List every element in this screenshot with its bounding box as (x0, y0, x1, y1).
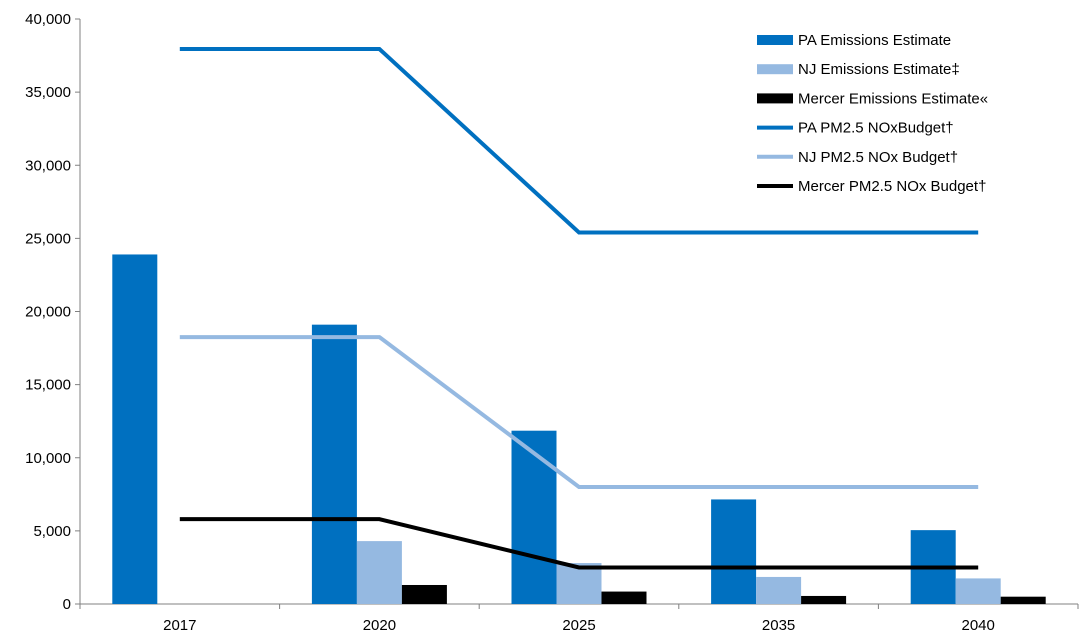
bar (601, 591, 647, 604)
y-tick-label: 10,000 (25, 450, 71, 467)
series-line (179, 517, 979, 570)
bar (356, 541, 402, 604)
legend-swatch (757, 35, 793, 45)
bar (112, 254, 158, 604)
y-tick-label: 5,000 (33, 523, 71, 540)
bar (556, 563, 602, 604)
legend-label: NJ Emissions Estimate‡ (798, 61, 960, 78)
axes: 0 5,000 10,000 15,000 20,000 25,000 30,000 35,0… (25, 11, 1079, 634)
bar (801, 595, 847, 604)
x-tick-label: 2020 (363, 617, 396, 634)
bar (756, 576, 802, 604)
y-tick-label: 25,000 (25, 230, 71, 247)
budget-lines (179, 46, 979, 570)
legend-label: Mercer PM2.5 NOx Budget† (798, 178, 986, 195)
y-tick-label: 35,000 (25, 84, 71, 101)
x-tick-label: 2035 (762, 617, 795, 634)
x-tick-label: 2017 (163, 617, 196, 634)
y-tick-label: 30,000 (25, 157, 71, 174)
bar (1000, 596, 1046, 604)
bar (511, 430, 557, 604)
x-tick-label: 2040 (962, 617, 995, 634)
bars (112, 254, 1046, 604)
legend-swatch (757, 93, 793, 104)
y-tick-label: 0 (63, 596, 71, 613)
legend: PA Emissions Estimate NJ Emissions Estima… (757, 32, 988, 195)
y-tick-label: 40,000 (25, 11, 71, 28)
bar (955, 578, 1001, 604)
x-tick-label: 2025 (562, 617, 595, 634)
bar (311, 324, 357, 604)
legend-label: Mercer Emissions Estimate« (798, 90, 988, 107)
legend-swatch (757, 64, 793, 75)
series-line (179, 335, 979, 489)
legend-label: PA Emissions Estimate (798, 32, 951, 49)
bar (401, 584, 447, 604)
legend-label: NJ PM2.5 NOx Budget† (798, 149, 958, 166)
series-line (179, 46, 979, 235)
y-tick-label: 20,000 (25, 304, 71, 321)
y-tick-label: 15,000 (25, 377, 71, 394)
legend-label: PA PM2.5 NOxBudget† (798, 120, 954, 137)
bar (711, 499, 757, 604)
